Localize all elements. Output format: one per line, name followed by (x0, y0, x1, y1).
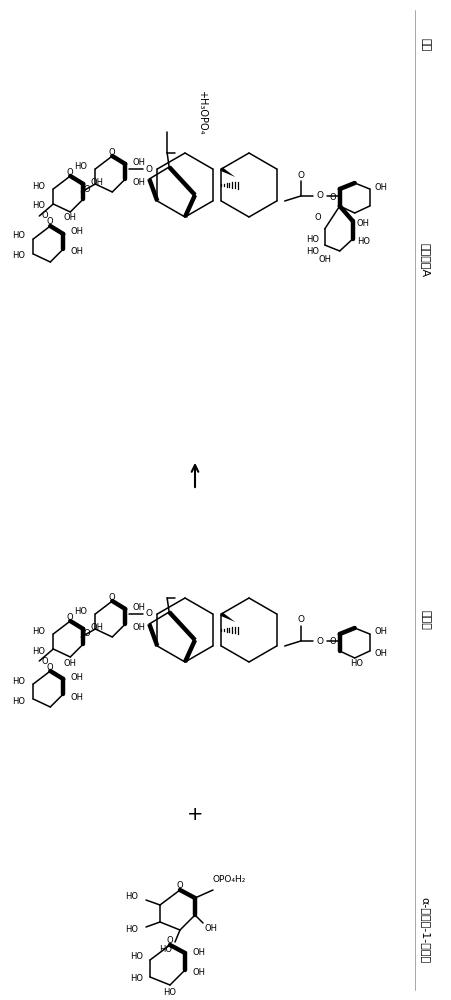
Text: HO: HO (159, 945, 172, 954)
Text: OH: OH (90, 178, 103, 187)
Text: HO: HO (32, 202, 45, 211)
Text: HO: HO (130, 952, 143, 961)
Text: OH: OH (132, 602, 145, 611)
Text: +: + (186, 805, 203, 824)
Text: 磷酸: 磷酸 (419, 38, 429, 52)
Text: OH: OH (64, 658, 77, 668)
Text: O: O (166, 936, 173, 945)
Text: HO: HO (356, 237, 369, 246)
Text: HO: HO (12, 251, 25, 260)
Text: O: O (67, 168, 74, 177)
Text: HO: HO (163, 988, 176, 997)
Text: HO: HO (32, 626, 45, 636)
Text: OH: OH (70, 228, 83, 236)
Text: HO: HO (32, 182, 45, 191)
Text: O: O (42, 212, 49, 221)
Text: HO: HO (130, 974, 143, 983)
Text: OPO₄H₂: OPO₄H₂ (212, 876, 246, 884)
Text: OH: OH (90, 622, 103, 632)
Text: OH: OH (356, 219, 369, 228)
Text: O: O (47, 218, 54, 227)
Text: OH: OH (374, 650, 387, 658)
Text: HO: HO (12, 696, 25, 706)
Text: O: O (146, 609, 152, 618)
Text: OH: OH (193, 948, 206, 957)
Polygon shape (220, 612, 235, 622)
Text: HO: HO (12, 676, 25, 686)
Text: 莱鲍迪苷A: 莱鲍迪苷A (419, 243, 429, 277)
Text: OH: OH (70, 247, 83, 256)
Text: OH: OH (193, 968, 206, 977)
Text: OH: OH (374, 183, 387, 192)
Text: O: O (146, 165, 152, 174)
Text: HO: HO (305, 246, 318, 255)
Text: HO: HO (305, 234, 318, 243)
Text: OH: OH (132, 158, 145, 167)
Text: OH: OH (374, 628, 387, 637)
Text: HO: HO (125, 892, 138, 901)
Text: O: O (329, 638, 335, 647)
Text: O: O (109, 592, 115, 601)
Text: O: O (84, 630, 90, 639)
Text: HO: HO (74, 162, 87, 171)
Text: OH: OH (70, 692, 83, 702)
Text: OH: OH (318, 254, 331, 263)
Text: O: O (84, 185, 90, 194)
Text: HO: HO (12, 232, 25, 240)
Text: HO: HO (74, 606, 87, 615)
Text: OH: OH (132, 622, 145, 632)
Text: HO: HO (125, 925, 138, 934)
Text: O: O (42, 656, 49, 666)
Text: 甜菊苷: 甜菊苷 (419, 610, 429, 630)
Text: α-葡萄糖-1-磷酸酯: α-葡萄糖-1-磷酸酯 (419, 897, 429, 963)
Text: OH: OH (132, 178, 145, 187)
Text: O: O (176, 881, 183, 890)
Text: OH: OH (70, 672, 83, 682)
Text: O: O (329, 192, 335, 202)
Text: HO: HO (32, 647, 45, 656)
Polygon shape (220, 167, 235, 177)
Text: O: O (297, 171, 304, 180)
Text: OH: OH (64, 214, 77, 223)
Text: O: O (67, 612, 74, 621)
Text: O: O (47, 662, 54, 672)
Text: OH: OH (205, 924, 217, 933)
Text: O: O (316, 192, 322, 200)
Text: +H₃OPO₄: +H₃OPO₄ (197, 90, 207, 134)
Text: O: O (297, 615, 304, 624)
Text: O: O (316, 637, 322, 646)
Text: HO: HO (350, 660, 363, 668)
Text: O: O (109, 148, 115, 157)
Text: O: O (314, 213, 320, 222)
